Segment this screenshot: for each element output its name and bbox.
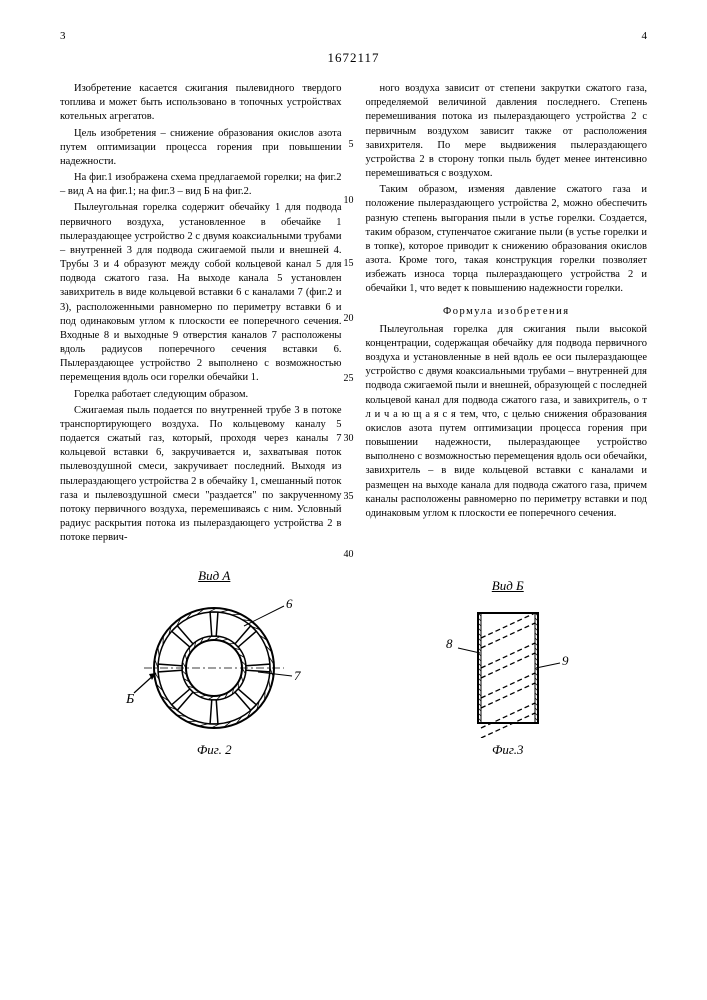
body-paragraph: Таким образом, изменяя давление сжатого …: [366, 183, 648, 296]
right-column: ного воздуха зависит от степени закрутки…: [366, 82, 648, 548]
line-number: 30: [344, 432, 354, 446]
fig2-vid-label: Вид А: [124, 568, 304, 584]
svg-text:7: 7: [294, 668, 301, 683]
line-number: 40: [344, 548, 354, 562]
fig3-caption: Фиг.3: [433, 742, 583, 758]
figure-2: Вид А 6 7 Б Фиг. 2: [124, 568, 304, 758]
claim-text: Пылеугольная горелка для сжигания пыли в…: [366, 323, 648, 521]
line-number: 35: [344, 490, 354, 504]
body-paragraph: Изобретение касается сжигания пылевидног…: [60, 82, 342, 125]
text-columns: Изобретение касается сжигания пылевидног…: [60, 82, 647, 548]
patent-number: 1672117: [60, 50, 647, 66]
line-number: 20: [344, 312, 354, 326]
svg-text:9: 9: [562, 653, 569, 668]
fig2-drawing: 6 7 Б: [124, 588, 304, 738]
line-number: 5: [349, 138, 354, 152]
body-paragraph: Цель изобретения – снижение образования …: [60, 127, 342, 170]
body-paragraph: ного воздуха зависит от степени закрутки…: [366, 82, 648, 181]
page-header: 3 4: [60, 30, 647, 42]
fig3-drawing: 89: [433, 598, 583, 738]
line-number: 15: [344, 257, 354, 271]
fig3-vid-label: Вид Б: [433, 578, 583, 594]
page-number-right: 4: [642, 30, 648, 42]
fig2-caption: Фиг. 2: [124, 742, 304, 758]
svg-text:6: 6: [286, 596, 293, 611]
figures-row: Вид А 67Б Фиг. 2 Вид Б 89 Фиг.3: [60, 568, 647, 758]
body-paragraph: Сжигаемая пыль подается по внутренней тр…: [60, 404, 342, 546]
left-column: Изобретение касается сжигания пылевидног…: [60, 82, 342, 548]
line-number: 10: [344, 194, 354, 208]
svg-text:Б: Б: [125, 692, 134, 707]
claim-title: Формула изобретения: [366, 305, 648, 319]
line-number: 25: [344, 372, 354, 386]
body-paragraph: Пылеугольная горелка содержит обечайку 1…: [60, 201, 342, 385]
svg-text:8: 8: [446, 636, 453, 651]
figure-3: Вид Б 89 Фиг.3: [433, 578, 583, 758]
body-paragraph: На фиг.1 изображена схема предлагаемой г…: [60, 171, 342, 199]
body-paragraph: Горелка работает следующим образом.: [60, 388, 342, 402]
page-number-left: 3: [60, 30, 66, 42]
